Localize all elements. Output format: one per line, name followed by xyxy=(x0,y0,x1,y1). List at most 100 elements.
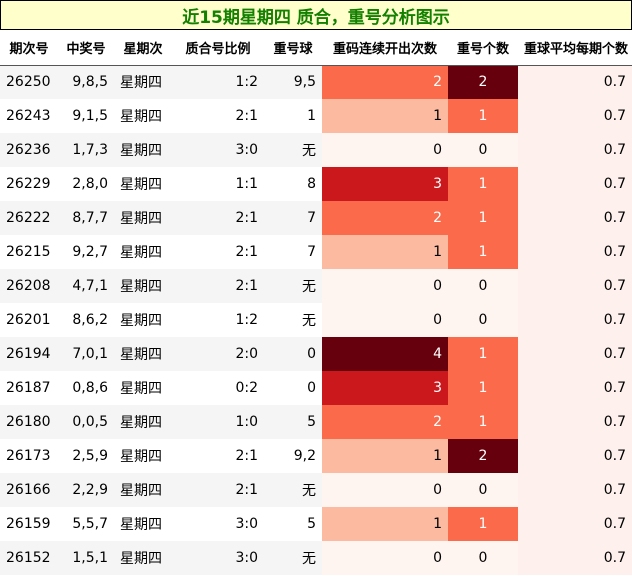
cell-numbers: 2,5,9 xyxy=(72,448,108,464)
cell-repeat-count: 1 xyxy=(448,167,518,201)
cell-ratio: 3:0 xyxy=(172,133,264,167)
col-header-weekday: 星期次 xyxy=(114,31,172,66)
cell-weekday: 星期四 xyxy=(120,517,162,533)
cell-avg: 0.7 xyxy=(518,473,632,507)
cell-repeat-count: 2 xyxy=(448,65,518,99)
cell-repeat-count: 1 xyxy=(448,235,518,269)
cell-issue: 26152 xyxy=(0,541,58,575)
cell-consecutive: 3 xyxy=(322,371,448,405)
cell-repeat-count: 1 xyxy=(448,337,518,371)
cell-avg: 0.7 xyxy=(518,303,632,337)
cell-consecutive: 0 xyxy=(322,303,448,337)
cell-weekday: 星期四 xyxy=(114,65,172,99)
cell-avg: 0.7 xyxy=(518,507,632,541)
cell-repeat-ball: 无 xyxy=(302,313,316,329)
cell-issue: 26194 xyxy=(0,337,58,371)
cell-ratio: 2:0 xyxy=(172,337,264,371)
cell-weekday: 星期四 xyxy=(114,405,172,439)
cell-ratio: 3:0 xyxy=(172,541,264,575)
cell-ratio: 2:1 xyxy=(172,269,264,303)
cell-weekday: 星期四 xyxy=(120,381,162,397)
table-row: 26236 1,7,3 星期四 3:0 无 0 0 0.7 xyxy=(0,133,632,167)
header-row: 期次号 中奖号 星期次 质合号比例 重号球 重码连续开出次数 重号个数 重球平均… xyxy=(0,31,632,66)
table-row: 26194 7,0,1 星期四 2:0 0 4 1 0.7 xyxy=(0,337,632,371)
cell-issue: 26180 xyxy=(0,405,58,439)
cell-repeat-ball: 8 xyxy=(307,176,316,192)
col-header-issue: 期次号 xyxy=(0,31,58,66)
cell-repeat-count: 0 xyxy=(448,303,518,337)
cell-repeat-count: 2 xyxy=(448,439,518,473)
cell-issue: 26201 xyxy=(6,312,51,328)
cell-issue: 26208 xyxy=(0,269,58,303)
cell-ratio: 2:1 xyxy=(235,108,258,124)
cell-consecutive: 4 xyxy=(322,337,448,371)
cell-weekday: 星期四 xyxy=(114,133,172,167)
cell-repeat-count: 0 xyxy=(448,133,518,167)
cell-avg: 0.7 xyxy=(518,133,632,167)
table-row: 26208 4,7,1 星期四 2:1 无 0 0 0.7 xyxy=(0,269,632,303)
cell-ratio: 1:0 xyxy=(172,405,264,439)
cell-weekday: 星期四 xyxy=(114,337,172,371)
cell-avg: 0.7 xyxy=(518,439,632,473)
cell-repeat-ball: 0 xyxy=(264,337,322,371)
cell-avg: 0.7 xyxy=(518,99,632,133)
cell-avg: 0.7 xyxy=(518,371,632,405)
cell-ratio: 2:1 xyxy=(172,201,264,235)
cell-numbers: 9,8,5 xyxy=(58,65,114,99)
cell-ratio: 2:1 xyxy=(235,448,258,464)
cell-ratio: 2:1 xyxy=(172,473,264,507)
cell-issue: 26215 xyxy=(6,244,51,260)
col-header-consecutive: 重码连续开出次数 xyxy=(322,31,448,66)
cell-consecutive: 2 xyxy=(322,201,448,235)
cell-weekday: 星期四 xyxy=(120,245,162,261)
cell-repeat-count: 1 xyxy=(448,371,518,405)
cell-repeat-ball: 0 xyxy=(307,380,316,396)
table-row: 26222 8,7,7 星期四 2:1 7 2 1 0.7 xyxy=(0,201,632,235)
cell-repeat-count: 0 xyxy=(448,541,518,575)
col-header-avg: 重球平均每期个数 xyxy=(518,31,632,66)
cell-avg: 0.7 xyxy=(518,337,632,371)
table-row: 26152 1,5,1 星期四 3:0 无 0 0 0.7 xyxy=(0,541,632,575)
cell-repeat-count: 1 xyxy=(448,99,518,133)
table-row: 26187 0,8,6 星期四 0:2 0 3 1 0.7 xyxy=(0,371,632,405)
col-header-repeat-count: 重号个数 xyxy=(448,31,518,66)
cell-weekday: 星期四 xyxy=(114,473,172,507)
cell-consecutive: 2 xyxy=(322,65,448,99)
cell-numbers: 8,7,7 xyxy=(58,201,114,235)
cell-weekday: 星期四 xyxy=(114,269,172,303)
table-row: 26201 8,6,2 星期四 1:2 无 0 0 0.7 xyxy=(0,303,632,337)
cell-repeat-ball: 无 xyxy=(264,269,322,303)
cell-issue: 26243 xyxy=(6,108,51,124)
cell-numbers: 5,5,7 xyxy=(72,516,108,532)
cell-numbers: 7,0,1 xyxy=(58,337,114,371)
table-row: 26180 0,0,5 星期四 1:0 5 2 1 0.7 xyxy=(0,405,632,439)
cell-weekday: 星期四 xyxy=(120,109,162,125)
cell-weekday: 星期四 xyxy=(120,177,162,193)
cell-avg: 0.7 xyxy=(518,65,632,99)
cell-consecutive: 1 xyxy=(322,235,448,269)
cell-consecutive: 3 xyxy=(322,167,448,201)
cell-ratio: 2:1 xyxy=(235,244,258,260)
cell-issue: 26166 xyxy=(0,473,58,507)
cell-consecutive: 0 xyxy=(322,541,448,575)
cell-ratio: 1:2 xyxy=(172,65,264,99)
cell-issue: 26222 xyxy=(0,201,58,235)
cell-ratio: 3:0 xyxy=(235,516,258,532)
cell-issue: 26187 xyxy=(6,380,51,396)
cell-repeat-count: 0 xyxy=(448,473,518,507)
cell-issue: 26229 xyxy=(6,176,51,192)
cell-avg: 0.7 xyxy=(518,167,632,201)
table-row: 26215 9,2,7 星期四 2:1 7 1 1 0.7 xyxy=(0,235,632,269)
cell-numbers: 9,2,7 xyxy=(72,244,108,260)
cell-issue: 26250 xyxy=(0,65,58,99)
table-row: 26243 9,1,5 星期四 2:1 1 1 1 0.7 xyxy=(0,99,632,133)
cell-consecutive: 1 xyxy=(322,439,448,473)
cell-repeat-ball: 1 xyxy=(307,108,316,124)
page-title: 近15期星期四 质合，重号分析图示 xyxy=(0,0,632,30)
cell-repeat-count: 1 xyxy=(448,201,518,235)
table-row: 26173 2,5,9 星期四 2:1 9,2 1 2 0.7 xyxy=(0,439,632,473)
cell-repeat-ball: 5 xyxy=(264,405,322,439)
cell-issue: 26173 xyxy=(6,448,51,464)
cell-ratio: 0:2 xyxy=(235,380,258,396)
cell-repeat-ball: 无 xyxy=(264,473,322,507)
